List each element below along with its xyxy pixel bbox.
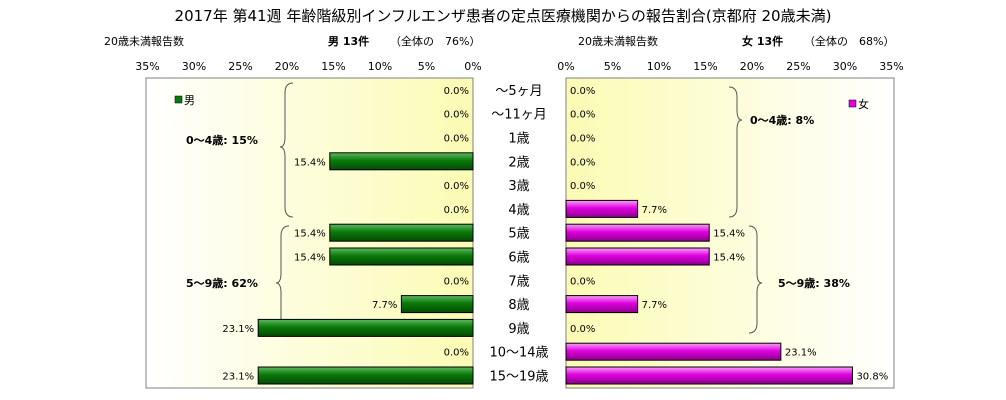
data-label-male: 23.1% bbox=[222, 372, 254, 383]
group-label-right-5-9: 5～9歳: 38% bbox=[778, 276, 850, 290]
data-label-male: 15.4% bbox=[294, 229, 326, 240]
data-label-female: 0.0% bbox=[570, 86, 595, 97]
data-label-male: 15.4% bbox=[294, 157, 326, 168]
data-label-female: 30.8% bbox=[856, 372, 888, 383]
bar-male bbox=[329, 152, 474, 171]
data-label-female: 0.0% bbox=[570, 157, 595, 168]
x-tick-right: 15% bbox=[693, 60, 717, 73]
bar-female bbox=[565, 199, 639, 218]
right-header-label: 20歳未満報告数 bbox=[578, 35, 658, 48]
x-tick-left: 30% bbox=[182, 60, 206, 73]
data-label-male: 0.0% bbox=[444, 181, 469, 192]
x-tick-left: 5% bbox=[418, 60, 435, 73]
category-label: 3歳 bbox=[508, 179, 529, 194]
category-label: 6歳 bbox=[508, 251, 529, 266]
data-label-female: 0.0% bbox=[570, 134, 595, 145]
category-label: ～5ヶ月 bbox=[495, 84, 542, 99]
data-label-male: 7.7% bbox=[372, 300, 397, 311]
x-tick-right: 35% bbox=[879, 60, 903, 73]
legend-male-label: 男 bbox=[184, 94, 195, 107]
bar-female bbox=[565, 295, 639, 314]
data-label-male: 23.1% bbox=[222, 324, 254, 335]
data-label-female: 23.1% bbox=[785, 348, 817, 359]
x-tick-right: 0% bbox=[557, 60, 574, 73]
x-tick-right: 5% bbox=[604, 60, 621, 73]
data-label-male: 0.0% bbox=[444, 110, 469, 121]
bar-male bbox=[329, 247, 474, 266]
x-tick-right: 25% bbox=[786, 60, 810, 73]
bar-male bbox=[400, 295, 474, 314]
bar-female bbox=[565, 366, 853, 385]
x-tick-right: 10% bbox=[647, 60, 671, 73]
right-header-share: （全体の 68%） bbox=[804, 34, 894, 48]
bar-male bbox=[257, 318, 474, 337]
group-label-left-5-9: 5～9歳: 62% bbox=[186, 276, 258, 290]
category-label: 5歳 bbox=[508, 227, 529, 242]
bar-female bbox=[565, 247, 710, 266]
left-header-label: 20歳未満報告数 bbox=[104, 35, 184, 48]
data-label-male: 0.0% bbox=[444, 86, 469, 97]
data-label-female: 7.7% bbox=[642, 300, 667, 311]
legend-male: 男 bbox=[174, 94, 195, 107]
category-label: 9歳 bbox=[508, 322, 529, 337]
bar-female bbox=[565, 223, 710, 242]
category-label: 15～19歳 bbox=[489, 370, 548, 385]
chart-title: 2017年 第41週 年齢階級別インフルエンザ患者の定点医療機関からの報告割合(… bbox=[175, 7, 832, 25]
legend-female: 女 bbox=[848, 97, 869, 111]
left-header-count: 男 13件 bbox=[328, 34, 369, 48]
data-label-female: 0.0% bbox=[570, 181, 595, 192]
category-label: 8歳 bbox=[508, 298, 529, 313]
bracket-right-0-4 bbox=[728, 86, 743, 218]
x-tick-left: 15% bbox=[321, 60, 345, 73]
bracket-right-5-9 bbox=[748, 225, 763, 334]
x-tick-left: 20% bbox=[275, 60, 299, 73]
data-label-male: 0.0% bbox=[444, 134, 469, 145]
x-tick-left: 25% bbox=[228, 60, 252, 73]
group-label-left-0-4: 0～4歳: 15% bbox=[186, 133, 258, 147]
data-label-male: 0.0% bbox=[444, 348, 469, 359]
data-label-female: 0.0% bbox=[570, 276, 595, 287]
bracket-left-0-4 bbox=[279, 82, 294, 218]
bar-male bbox=[257, 366, 474, 385]
data-label-male: 0.0% bbox=[444, 205, 469, 216]
data-label-female: 7.7% bbox=[642, 205, 667, 216]
category-label: 7歳 bbox=[508, 274, 529, 289]
x-tick-left: 0% bbox=[464, 60, 481, 73]
legend-female-swatch bbox=[848, 99, 857, 108]
right-header-count: 女 13件 bbox=[742, 34, 783, 48]
data-label-female: 15.4% bbox=[713, 229, 745, 240]
data-label-female: 15.4% bbox=[713, 253, 745, 264]
x-tick-right: 20% bbox=[740, 60, 764, 73]
data-label-female: 0.0% bbox=[570, 110, 595, 121]
x-tick-right: 30% bbox=[833, 60, 857, 73]
bar-female bbox=[565, 342, 782, 361]
category-label: 10～14歳 bbox=[489, 346, 548, 361]
data-label-male: 0.0% bbox=[444, 276, 469, 287]
left-header-share: （全体の 76%） bbox=[390, 34, 480, 48]
category-label: 1歳 bbox=[508, 132, 529, 147]
x-tick-left: 35% bbox=[135, 60, 159, 73]
category-label: 4歳 bbox=[508, 203, 529, 218]
data-label-female: 0.0% bbox=[570, 324, 595, 335]
category-label: 2歳 bbox=[508, 155, 529, 170]
legend-female-label: 女 bbox=[858, 97, 869, 111]
category-label: ～11ヶ月 bbox=[491, 108, 547, 123]
bar-male bbox=[329, 223, 474, 242]
group-label-right-0-4: 0～4歳: 8% bbox=[750, 113, 814, 127]
legend-male-swatch bbox=[174, 95, 183, 104]
x-tick-left: 10% bbox=[368, 60, 392, 73]
data-label-male: 15.4% bbox=[294, 253, 326, 264]
chart-marks: 35% 30% 25% 20% 15% 10% 5% 0% 0% 5% 10% 15% 20% 25% 30… bbox=[135, 60, 904, 385]
